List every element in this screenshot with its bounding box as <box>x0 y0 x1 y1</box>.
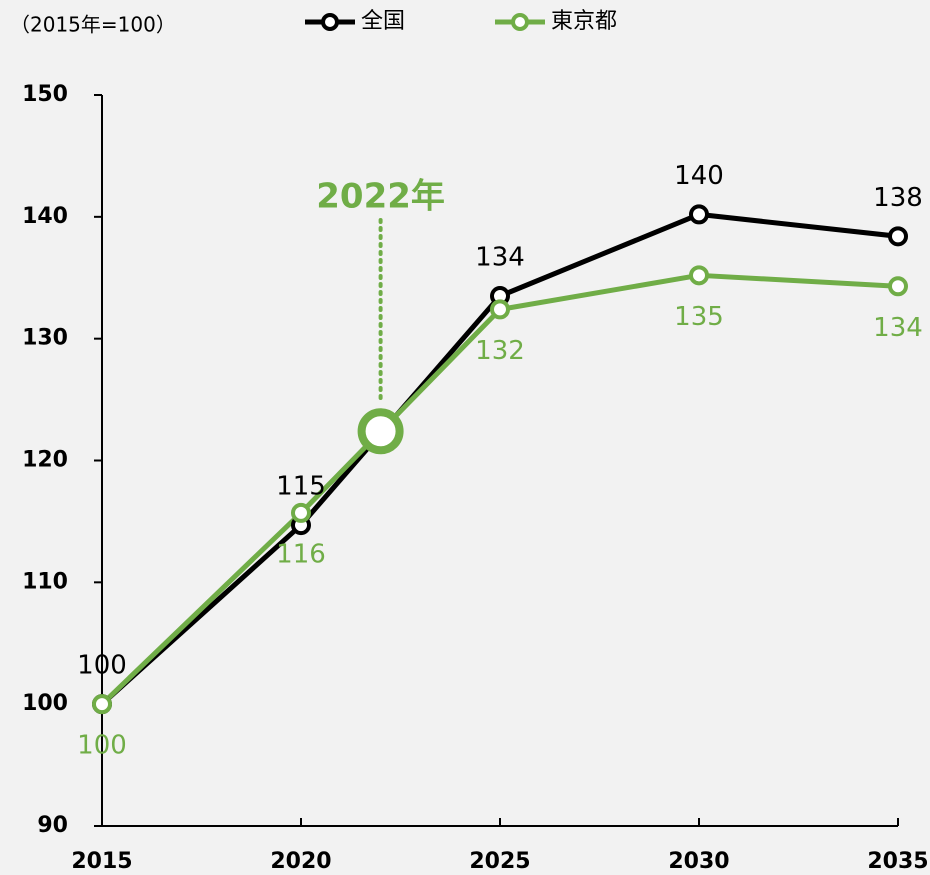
annotation-marker <box>357 408 404 455</box>
legend-label: 全国 <box>361 9 405 34</box>
data-label: 132 <box>475 336 525 366</box>
point-marker <box>689 204 709 225</box>
point-marker <box>888 276 908 297</box>
x-tick-label: 2035 <box>867 849 928 874</box>
x-tick-label: 2020 <box>270 849 331 874</box>
y-tick-label: 120 <box>22 448 68 473</box>
x-tick-label: 2030 <box>668 849 729 874</box>
data-label: 100 <box>77 731 127 761</box>
point-marker <box>291 502 311 523</box>
y-tick-label: 90 <box>37 813 68 838</box>
data-label: 138 <box>873 183 923 213</box>
unit-label: （2015年=100） <box>10 13 176 37</box>
x-tick-label: 2025 <box>469 849 530 874</box>
y-tick-label: 150 <box>22 82 68 107</box>
data-label: 135 <box>674 302 724 332</box>
point-marker <box>490 299 510 320</box>
point-marker <box>92 694 112 715</box>
data-label: 140 <box>674 161 724 191</box>
annotation-text: 2022年 <box>316 177 445 217</box>
data-label: 134 <box>475 243 525 273</box>
x-tick-label: 2015 <box>71 849 132 874</box>
y-tick-label: 100 <box>22 691 68 716</box>
y-tick-label: 110 <box>22 569 68 594</box>
data-label: 134 <box>873 313 923 343</box>
y-tick-label: 140 <box>22 204 68 229</box>
legend-marker <box>511 13 529 31</box>
point-marker <box>888 226 908 247</box>
data-label: 100 <box>77 651 127 681</box>
y-tick-label: 130 <box>22 326 68 351</box>
legend-label: 東京都 <box>551 9 617 34</box>
legend-marker <box>321 13 339 31</box>
data-label: 115 <box>276 472 326 502</box>
data-label: 116 <box>276 539 326 569</box>
point-marker <box>689 265 709 286</box>
